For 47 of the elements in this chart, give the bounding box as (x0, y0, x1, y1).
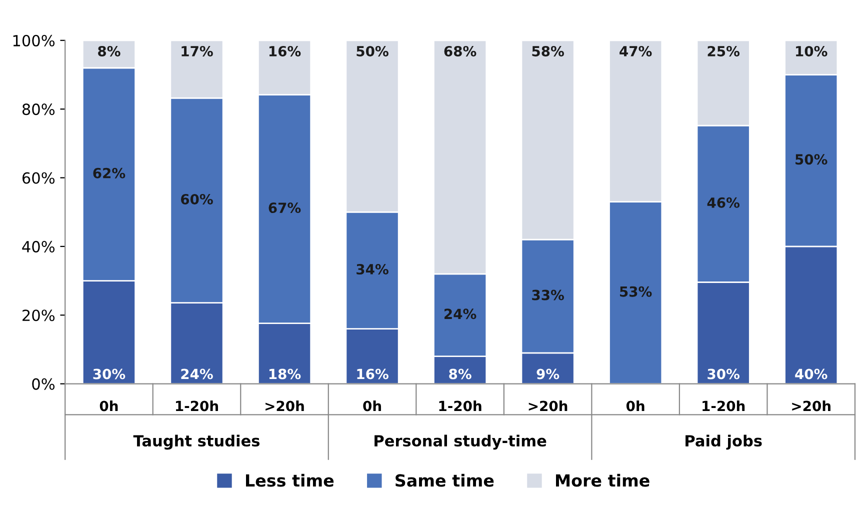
data-label: 24% (444, 308, 476, 320)
data-label: 47% (620, 46, 652, 56)
data-label: 24% (181, 368, 213, 380)
data-label: 68% (444, 46, 476, 56)
y-tick-label: 0% (32, 378, 55, 390)
data-label: 16% (269, 46, 301, 56)
x-tick-label: >20h (528, 400, 568, 412)
y-tick-label: 80% (22, 104, 55, 116)
legend-label: More time (556, 474, 650, 487)
legend-label: Less time (246, 474, 334, 487)
data-label: 30% (93, 368, 126, 380)
data-label: 8% (449, 368, 472, 380)
data-label: 67% (268, 202, 301, 214)
y-tick-label: 40% (22, 240, 55, 252)
data-label: 58% (532, 46, 564, 56)
data-label: 8% (98, 46, 120, 56)
data-label: 16% (357, 368, 388, 380)
data-label: 53% (620, 286, 652, 297)
x-tick-label: 0h (100, 400, 118, 412)
data-label: 50% (796, 154, 828, 165)
x-tick-label: 1-20h (702, 400, 745, 412)
data-label: 25% (708, 46, 740, 56)
data-label: 46% (707, 197, 740, 208)
data-label: 60% (180, 194, 213, 204)
y-tick-label: 20% (22, 310, 55, 322)
data-label: 33% (532, 290, 564, 300)
x-tick-label: 1-20h (176, 400, 218, 412)
y-tick-label: 100% (13, 34, 55, 46)
legend-label: Same time (396, 474, 494, 487)
x-tick-label: >20h (792, 400, 830, 412)
data-label: 18% (269, 368, 301, 380)
data-label: 9% (536, 368, 560, 380)
data-label: 34% (356, 264, 388, 275)
data-label: 30% (708, 368, 740, 380)
y-tick-label: 60% (22, 172, 55, 184)
x-tick-label: >20h (266, 400, 304, 412)
data-label: 40% (795, 368, 828, 380)
x-tick-label: 0h (363, 400, 381, 412)
text: Paid jobs (686, 434, 762, 450)
data-label: 50% (356, 46, 388, 56)
data-label: 62% (93, 168, 126, 178)
x-tick-label: 0h (626, 400, 644, 412)
x-tick-label: 1-20h (439, 400, 482, 412)
text: Personal study-time (374, 434, 546, 450)
data-label: 17% (182, 46, 213, 56)
data-label: 10% (796, 46, 828, 56)
text: Taught studies (133, 434, 260, 450)
